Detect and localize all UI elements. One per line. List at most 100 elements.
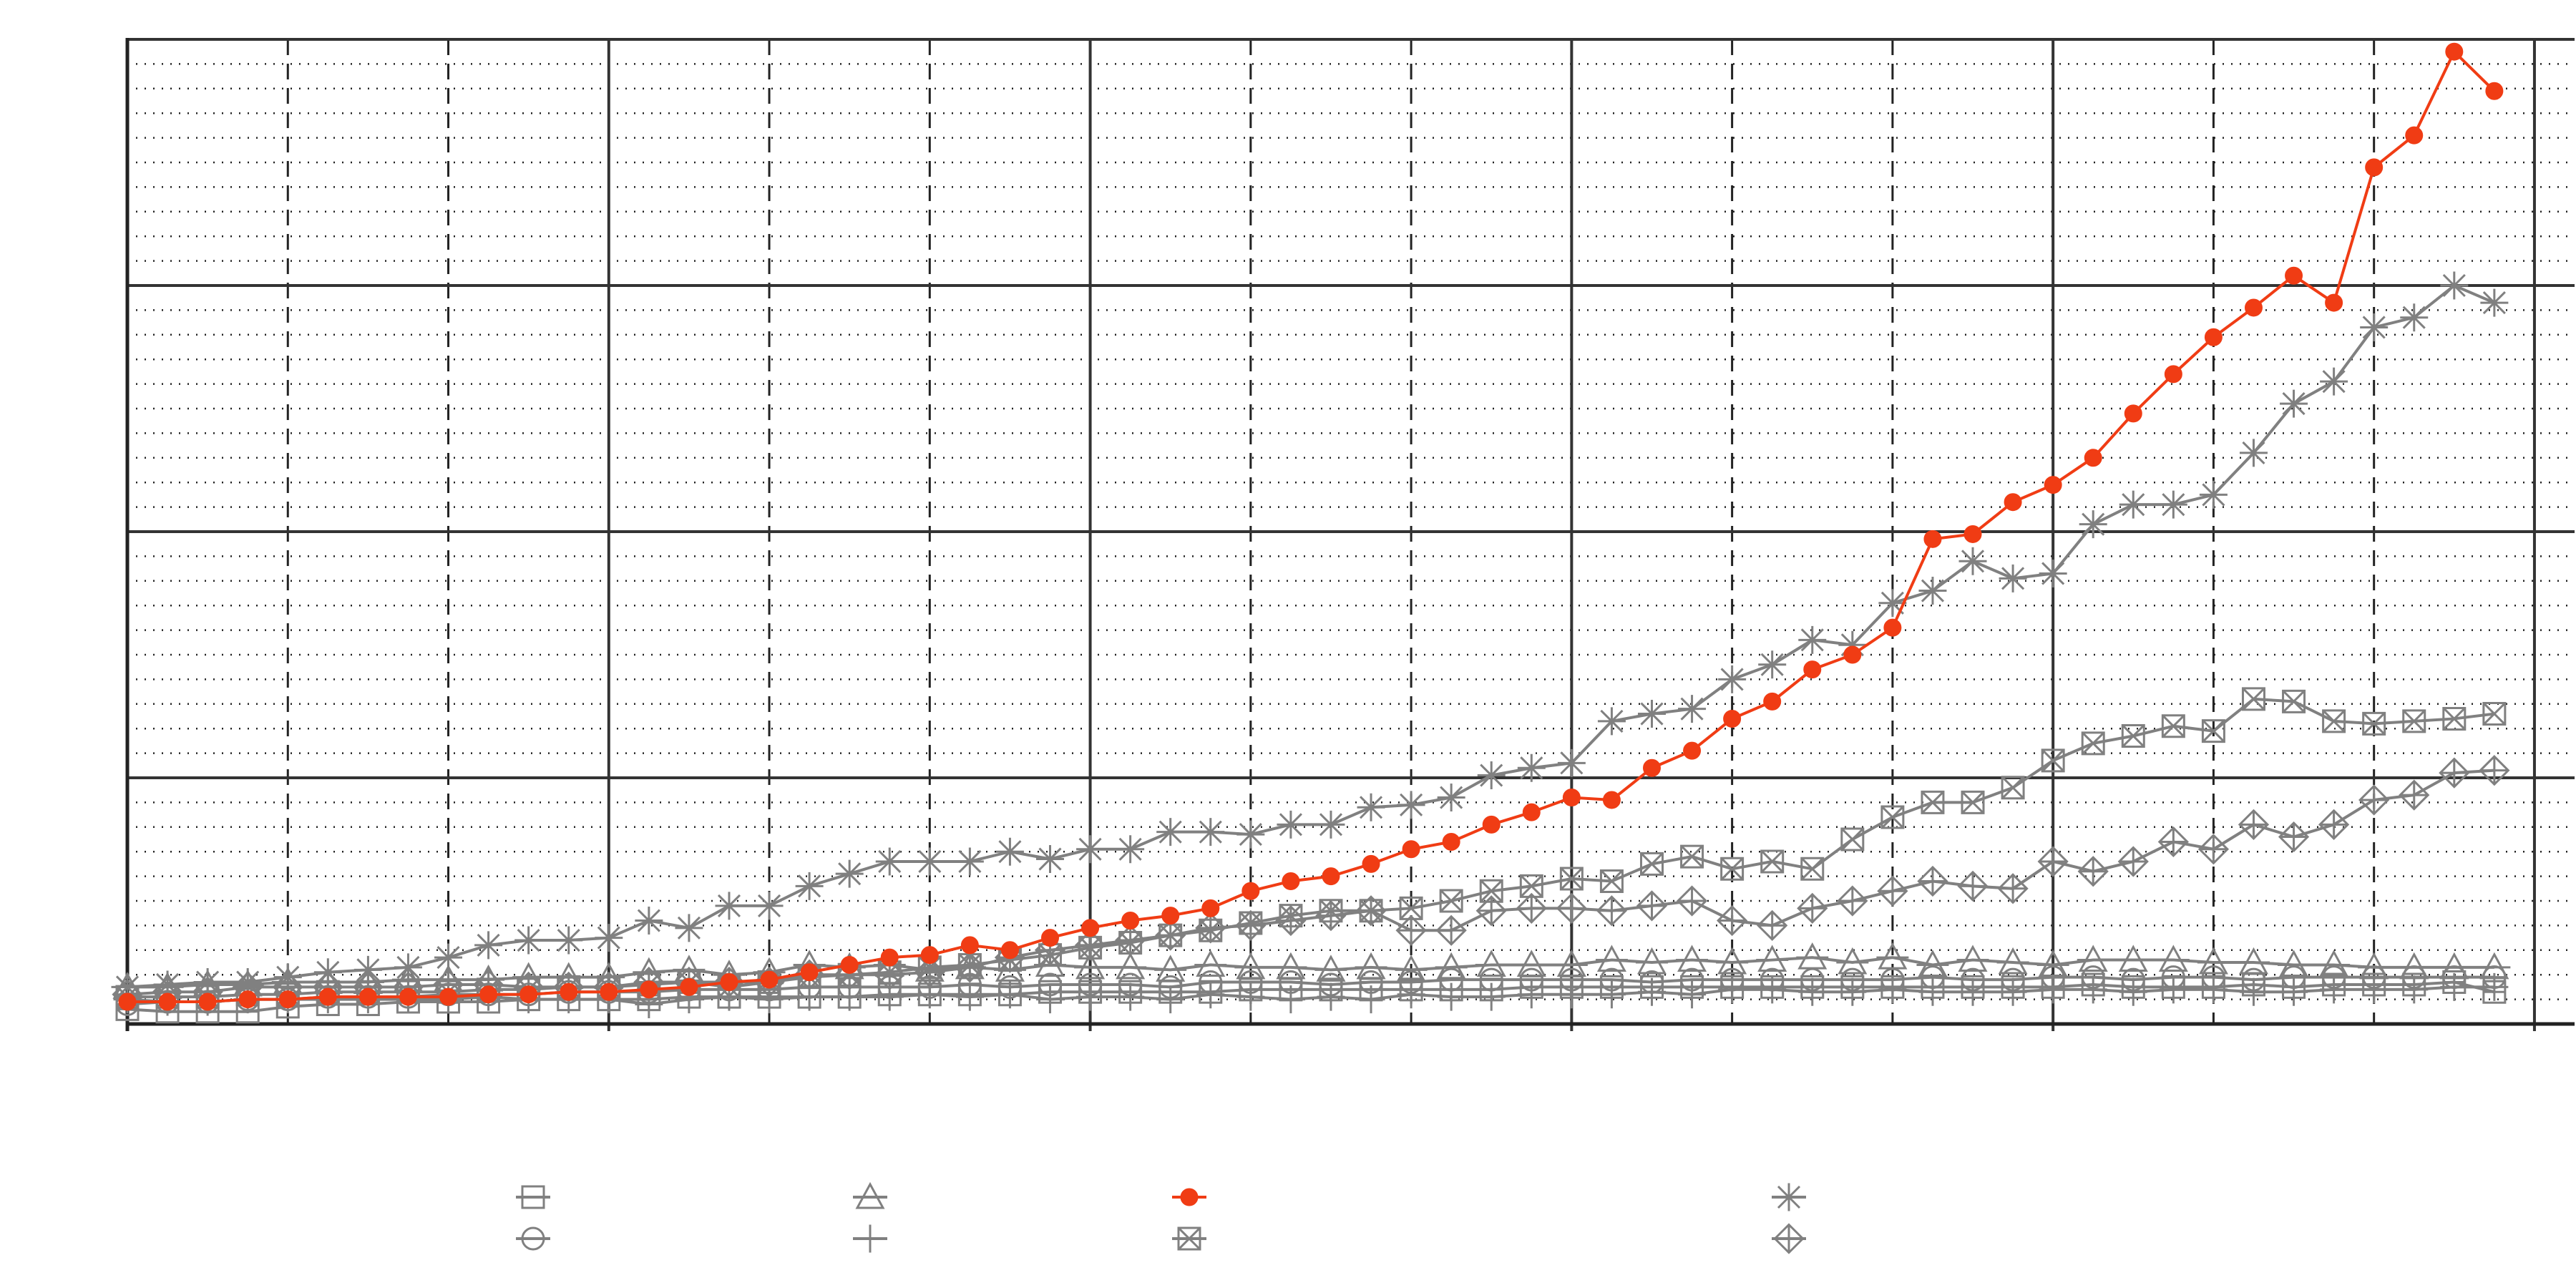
- data-point: [514, 926, 543, 955]
- data-point: [755, 892, 784, 920]
- data-point: [1517, 980, 1546, 1009]
- data-point: [1596, 895, 1628, 927]
- data-point: [1557, 748, 1586, 777]
- data-point: [2320, 367, 2348, 396]
- data-point: [1639, 852, 1664, 876]
- data-point: [358, 987, 377, 1006]
- data-point: [1277, 810, 1305, 839]
- data-point: [1081, 919, 1100, 937]
- data-point: [1637, 977, 1666, 1006]
- data-point: [1439, 889, 1463, 913]
- data-point: [1076, 982, 1105, 1011]
- data-point: [2001, 776, 2025, 800]
- data-point: [353, 955, 382, 984]
- data-point: [840, 955, 859, 974]
- data-point: [635, 907, 663, 935]
- data-point: [1116, 982, 1145, 1011]
- data-point: [715, 892, 743, 920]
- data-point: [2117, 846, 2149, 877]
- data-point: [2360, 975, 2389, 1004]
- data-point: [2119, 490, 2147, 519]
- data-point: [1477, 761, 1506, 790]
- series-line: [127, 283, 2495, 989]
- legend-marker: [521, 1226, 545, 1251]
- legend-marker: [521, 1185, 545, 1209]
- data-point: [1718, 665, 1747, 693]
- data-point: [1718, 975, 1747, 1004]
- data-point: [1720, 857, 1745, 881]
- data-point: [595, 924, 623, 952]
- data-point: [1676, 885, 1708, 917]
- data-point: [2157, 826, 2189, 858]
- data-point: [2360, 313, 2389, 341]
- data-point: [1114, 952, 1147, 980]
- data-point: [1074, 952, 1107, 980]
- data-point: [1756, 945, 1789, 972]
- data-point: [915, 847, 944, 876]
- data-point: [2285, 266, 2303, 285]
- data-point: [2440, 972, 2469, 1001]
- data-point: [1357, 793, 1385, 821]
- data-point: [835, 859, 864, 888]
- data-point: [960, 936, 979, 955]
- legend-marker: [1773, 1223, 1805, 1254]
- data-point: [1595, 945, 1628, 972]
- data-point: [1275, 904, 1307, 937]
- data-point: [2362, 711, 2386, 736]
- data-point: [2318, 809, 2350, 840]
- data-point: [2197, 834, 2230, 865]
- data-point: [2280, 977, 2308, 1006]
- data-point: [2039, 559, 2067, 587]
- data-point: [1602, 791, 1621, 809]
- data-point: [1239, 970, 1263, 994]
- data-point: [1477, 982, 1506, 1011]
- data-point: [2197, 947, 2230, 975]
- data-point: [278, 990, 297, 1009]
- data-point: [2201, 719, 2225, 743]
- data-point: [955, 982, 984, 1011]
- data-point: [1402, 840, 1420, 859]
- data-point: [1678, 980, 1707, 1009]
- data-point: [2278, 821, 2310, 853]
- data-point: [2164, 365, 2182, 384]
- data-point: [995, 837, 1024, 866]
- data-point: [1958, 547, 1987, 575]
- data-point: [1282, 872, 1300, 890]
- data-point: [1435, 952, 1468, 980]
- data-point: [439, 987, 458, 1006]
- data-point: [2400, 975, 2429, 1004]
- data-point: [1322, 867, 1340, 886]
- data-point: [1435, 914, 1467, 946]
- data-point: [1999, 564, 2027, 592]
- data-point: [1315, 900, 1347, 932]
- data-point: [2282, 965, 2306, 990]
- legend-marker: [1180, 1188, 1199, 1206]
- data-point: [1836, 947, 1869, 975]
- data-point: [1317, 810, 1345, 839]
- data-point: [1036, 985, 1065, 1014]
- data-point: [1636, 890, 1668, 922]
- data-point: [1522, 803, 1541, 821]
- data-point: [1279, 970, 1303, 994]
- data-point: [1957, 870, 1989, 902]
- data-point: [474, 931, 503, 960]
- data-point: [600, 982, 618, 1001]
- data-point: [1479, 967, 1503, 992]
- data-point: [1757, 909, 1788, 942]
- data-point: [2282, 689, 2306, 713]
- data-point: [1716, 947, 1749, 975]
- data-point: [1956, 945, 1989, 972]
- data-point: [1798, 977, 1827, 1006]
- data-point: [434, 943, 463, 972]
- data-point: [1916, 950, 1949, 977]
- data-point: [1880, 805, 1905, 829]
- data-point: [2037, 846, 2069, 877]
- data-point: [2244, 298, 2263, 317]
- data-point: [2479, 755, 2510, 786]
- data-point: [2199, 480, 2228, 509]
- data-point: [2077, 945, 2109, 972]
- data-point: [995, 980, 1024, 1009]
- data-point: [1997, 873, 2029, 904]
- data-point: [880, 948, 899, 967]
- data-point: [1439, 967, 1463, 992]
